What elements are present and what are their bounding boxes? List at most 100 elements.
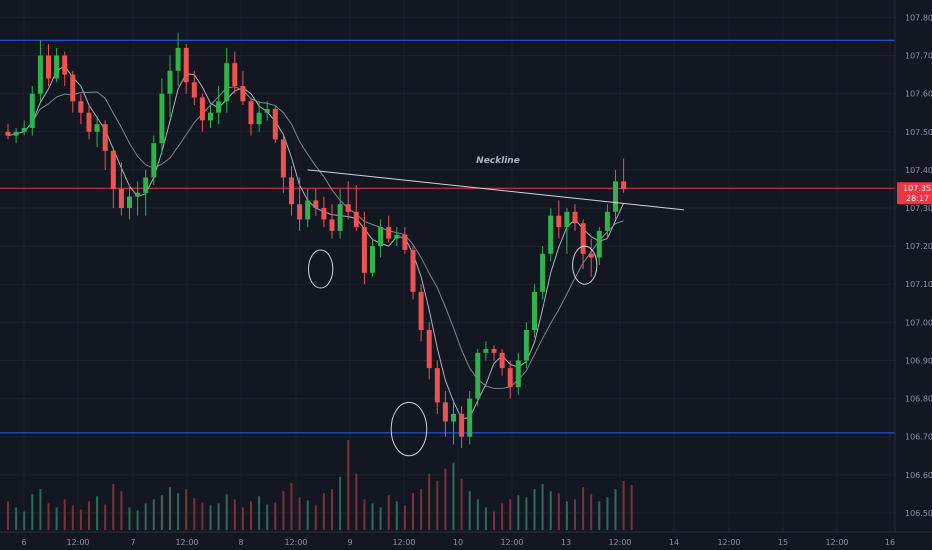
volume-bar	[160, 495, 163, 530]
candle-body	[62, 55, 68, 75]
time-axis[interactable]: 6 12:00 7 12:00 8 12:00 9 12:00 10 12:00 13 12:00 14…	[21, 538, 895, 547]
volume-bar	[331, 489, 333, 530]
candle-body	[418, 291, 424, 330]
volume-bar	[71, 505, 74, 530]
time-tick-label: 16	[885, 538, 895, 547]
volume-bar	[104, 504, 107, 530]
volume-bar	[606, 497, 609, 530]
candle-body	[208, 112, 213, 121]
time-tick-label: 12:00	[825, 538, 848, 547]
price-tick-label: 107.800	[905, 13, 932, 22]
candle-body	[370, 246, 375, 273]
pattern-circle[interactable]	[308, 249, 334, 289]
candle-body	[345, 204, 351, 212]
candle-body	[110, 150, 116, 189]
pattern-circle[interactable]	[572, 245, 598, 285]
candle-body	[329, 219, 335, 231]
volume-bar	[379, 507, 382, 530]
volume-bar	[201, 502, 204, 530]
pattern-circle[interactable]	[390, 401, 428, 457]
price-tick-label: 107.200	[905, 242, 932, 251]
time-tick-label: 15	[778, 538, 788, 547]
volume-bar	[250, 501, 252, 530]
volume-bar	[598, 501, 601, 530]
time-tick-label: 12:00	[66, 538, 89, 547]
volume-bar	[363, 499, 366, 530]
candle-body	[151, 143, 157, 178]
volume-bar	[193, 498, 196, 530]
volume-bar	[23, 511, 26, 530]
price-tick-label: 107.100	[905, 280, 932, 289]
candle-body	[548, 215, 554, 254]
volume-bar	[258, 496, 261, 530]
volume-bar	[39, 489, 42, 530]
volume-bar	[55, 507, 58, 530]
volume-bar	[120, 491, 123, 530]
volume-bar	[290, 482, 293, 530]
volume-bar	[582, 487, 585, 530]
candle-body	[280, 139, 286, 178]
price-axis[interactable]: 107.800 107.700 107.600 107.500 107.400 107.3…	[905, 13, 932, 518]
volume-bar	[371, 503, 374, 530]
volume-bar	[274, 502, 277, 530]
time-tick-label: 13	[561, 538, 571, 547]
candle-body	[426, 329, 432, 369]
volume-bar	[31, 494, 34, 530]
volume-bar	[468, 491, 471, 530]
candle-body	[159, 93, 165, 144]
volume-bar	[630, 485, 633, 530]
candle-body	[515, 360, 521, 388]
volume-bar	[565, 501, 568, 530]
candle-body	[232, 63, 238, 87]
candle-body	[451, 413, 456, 422]
candle-body	[386, 227, 392, 239]
candle-body	[613, 181, 618, 212]
price-tick-label: 107.700	[905, 52, 932, 61]
candle-body	[588, 253, 594, 258]
price-tick-label: 107.600	[905, 90, 932, 99]
volume-bar	[136, 510, 139, 530]
annotations[interactable]: Neckline	[307, 156, 685, 457]
time-tick-label: 6	[21, 538, 26, 547]
candle-body	[402, 234, 408, 250]
time-tick-label: 7	[130, 538, 135, 547]
candle-body	[532, 291, 537, 330]
price-tick-label: 107.000	[905, 318, 932, 327]
volume-bar	[63, 499, 66, 530]
volume-bar	[152, 499, 155, 530]
volume-bar	[549, 491, 552, 530]
horizontal-levels[interactable]	[0, 39, 895, 434]
candle-body	[507, 368, 513, 388]
candle-body	[313, 200, 319, 209]
volume-bar	[460, 478, 463, 530]
time-tick-label: 8	[238, 538, 243, 547]
candle-body	[94, 124, 100, 132]
candle-body	[86, 112, 92, 132]
volume-bar	[7, 501, 9, 530]
time-tick-label: 9	[347, 538, 352, 547]
volume-bar	[541, 483, 544, 530]
candle-body	[596, 230, 602, 258]
time-tick-label: 14	[669, 538, 679, 547]
volume-bar	[217, 503, 220, 530]
volume-bar	[347, 440, 350, 530]
candle-body	[264, 108, 270, 113]
volume-bar	[428, 473, 431, 530]
candle-body	[523, 329, 529, 361]
price-tick-label: 107.400	[905, 166, 932, 175]
volume-bar	[314, 505, 317, 530]
candle-body	[604, 211, 610, 231]
volume-bar	[387, 495, 390, 530]
neckline-trendline[interactable]	[307, 169, 685, 211]
candles	[5, 32, 627, 449]
candle-body	[5, 131, 11, 136]
volume-bar	[509, 499, 512, 530]
volume-bar	[533, 489, 536, 530]
candle-body	[256, 112, 262, 125]
candle-body	[78, 101, 84, 113]
volume-bar	[525, 497, 528, 530]
volume-bar	[15, 507, 18, 530]
current-price-badge	[897, 182, 932, 205]
